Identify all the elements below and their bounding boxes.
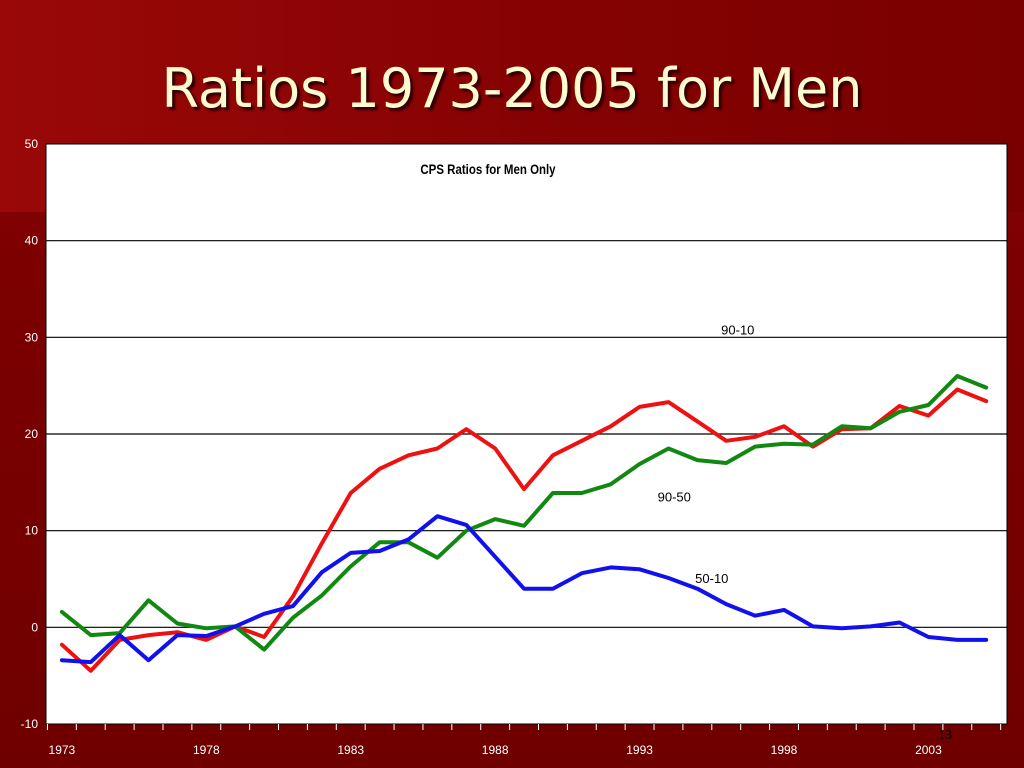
y-tick-label: 20 <box>25 427 39 441</box>
series-lines <box>59 374 989 673</box>
series-label: 50-10 <box>695 571 728 586</box>
series-line-90-10 <box>59 387 989 673</box>
slide-title: Ratios 1973-2005 for Men <box>161 57 863 120</box>
series-label: 90-50 <box>658 490 691 505</box>
y-tick-label: 50 <box>25 137 39 151</box>
x-tick-label: 1983 <box>337 743 364 757</box>
y-tick-label: 0 <box>31 620 38 634</box>
x-tick-label: 1998 <box>771 743 798 757</box>
x-tick-label: 2003 <box>915 743 942 757</box>
series-line-90-50 <box>59 374 989 652</box>
series-line-50-10 <box>59 514 989 665</box>
y-tick-label: 40 <box>25 234 39 248</box>
x-tick-label: 1973 <box>49 743 76 757</box>
y-tick-label: 30 <box>25 330 39 344</box>
series-label: 90-10 <box>721 322 754 337</box>
x-tick-label: 1978 <box>193 743 220 757</box>
axes: -10 0 10 20 30 40 50 1973 1978 1983 1988 1993 1998 20… <box>21 137 1002 757</box>
x-tick-label: 1993 <box>626 743 653 757</box>
chart-title: CPS Ratios for Men Only <box>420 161 556 177</box>
x-tick-label: 1988 <box>482 743 509 757</box>
slide-number: 13 <box>938 728 952 743</box>
y-tick-label: 10 <box>25 524 39 538</box>
y-tick-label: -10 <box>21 717 39 731</box>
chart-labels: 90-10 90-50 50-10 <box>658 322 755 585</box>
